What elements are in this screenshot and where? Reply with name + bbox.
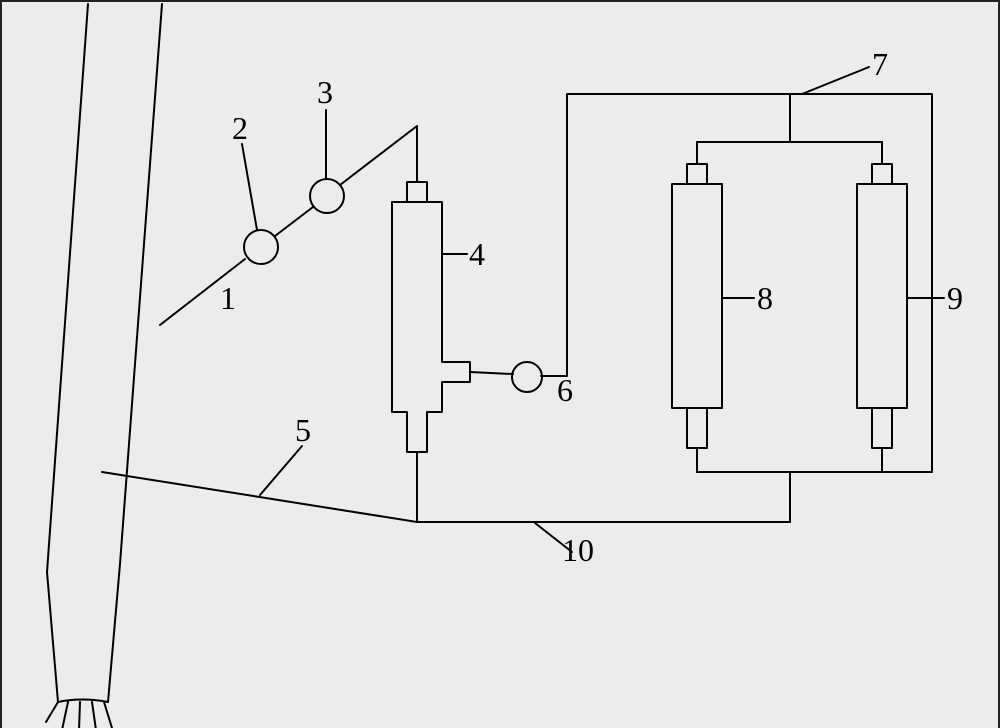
label-10: 10 xyxy=(562,532,594,569)
label-8: 8 xyxy=(757,280,773,317)
leader-5 xyxy=(260,446,302,495)
label-9: 9 xyxy=(947,280,963,317)
leader-2 xyxy=(242,144,257,230)
column-4 xyxy=(392,182,470,452)
pump-3 xyxy=(310,179,344,213)
label-7: 7 xyxy=(872,46,888,83)
label-2: 2 xyxy=(232,110,248,147)
diagram-frame: 1 2 3 4 5 6 7 8 9 10 xyxy=(0,0,1000,728)
arm-outline xyxy=(46,4,162,728)
label-4: 4 xyxy=(469,236,485,273)
tube-7 xyxy=(541,94,932,472)
label-6: 6 xyxy=(557,372,573,409)
label-3: 3 xyxy=(317,74,333,111)
label-5: 5 xyxy=(295,412,311,449)
schematic-svg xyxy=(2,2,1000,728)
column-8 xyxy=(672,164,722,448)
pump-6 xyxy=(512,362,542,392)
label-1: 1 xyxy=(220,280,236,317)
tube-5 xyxy=(102,472,417,522)
leader-7 xyxy=(802,67,869,94)
column-9 xyxy=(857,164,907,448)
pump-2 xyxy=(244,230,278,264)
